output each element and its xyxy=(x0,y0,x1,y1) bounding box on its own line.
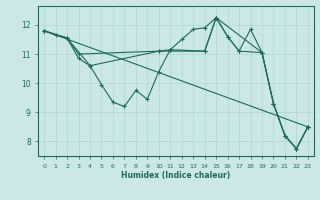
X-axis label: Humidex (Indice chaleur): Humidex (Indice chaleur) xyxy=(121,171,231,180)
